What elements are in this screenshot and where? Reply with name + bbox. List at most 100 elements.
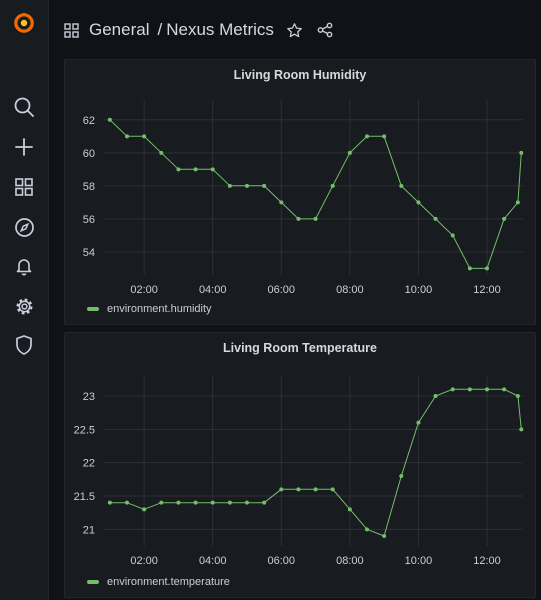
data-point [467,387,472,392]
y-tick-label: 21 [83,524,95,536]
data-point [296,487,301,492]
x-tick-label: 10:00 [405,555,433,567]
alerting-bell-icon[interactable] [12,254,36,278]
data-point [416,420,421,425]
legend-swatch [87,580,99,584]
legend-label[interactable]: environment.temperature [107,576,230,588]
dashboards-icon[interactable] [12,175,36,199]
x-tick-label: 12:00 [473,555,501,567]
x-tick-label: 08:00 [336,284,364,296]
panel-title[interactable]: Living Room Temperature [223,341,377,355]
data-point [125,500,129,505]
data-point [296,216,301,221]
data-point [519,150,524,155]
y-tick-label: 62 [83,115,95,127]
data-point [433,394,438,398]
temperature-chart: 21 21.5 22 22.5 23 02:00 04:00 06:00 08:00 10:00 1… [74,376,524,567]
y-tick-label: 21.5 [74,491,95,503]
share-icon[interactable] [317,22,333,38]
data-point [142,507,147,512]
data-point [330,487,335,492]
sidebar [0,0,49,600]
data-point [502,387,507,392]
data-point [382,534,387,538]
search-icon[interactable] [12,95,36,119]
data-point [193,167,198,172]
data-point [193,500,198,505]
data-point [279,200,284,205]
data-point [485,266,489,271]
data-point [399,183,404,188]
data-point [227,183,232,188]
breadcrumb-folder[interactable]: General [89,20,150,39]
y-tick-label: 60 [83,148,95,160]
data-point [485,387,489,392]
grafana-logo-icon[interactable] [12,11,36,35]
data-point [245,183,249,188]
data-point [502,216,507,221]
data-point [227,500,232,505]
y-tick-label: 54 [83,247,95,259]
y-tick-label: 58 [83,181,95,193]
data-point [313,216,318,221]
legend[interactable]: environment.humidity [87,303,212,315]
data-point [519,427,524,432]
data-point [382,134,387,139]
dashboard-header: General / Nexus Metrics [49,0,541,58]
data-point [330,183,335,188]
legend-label[interactable]: environment.humidity [107,303,212,315]
settings-gear-icon[interactable] [12,294,36,318]
series-line [109,119,522,269]
data-point [176,167,181,172]
y-tick-label: 23 [83,391,95,403]
data-point [515,394,520,398]
dashboard-title[interactable]: Nexus Metrics [166,20,274,39]
data-point [279,487,284,492]
x-tick-label: 02:00 [130,284,158,296]
data-point [125,134,129,139]
humidity-chart: 54 56 58 60 62 02:00 04:00 06:00 08:00 10:00 12:00 [83,100,524,296]
data-point [365,134,369,139]
data-point [176,500,181,505]
data-point [416,200,421,205]
y-tick-label: 22.5 [74,424,95,436]
x-tick-label: 08:00 [336,555,364,567]
data-point [433,216,438,221]
data-point [210,167,215,172]
x-tick-label: 02:00 [130,555,158,567]
x-tick-label: 12:00 [473,284,501,296]
series-line [109,388,522,537]
shield-icon[interactable] [12,333,36,357]
plus-icon[interactable] [12,135,36,159]
data-point [515,200,520,205]
temperature-panel[interactable]: Living Room Temperature 21 21.5 22 22.5 23 02… [64,332,536,598]
breadcrumb-separator: / [157,20,163,39]
data-point [313,487,318,492]
y-tick-label: 56 [83,214,95,226]
data-point [107,117,112,122]
legend[interactable]: environment.temperature [87,576,230,588]
data-point [142,134,147,139]
data-point [107,500,112,505]
data-point [467,266,472,271]
data-point [262,500,267,505]
data-point [399,474,404,478]
dashboards-icon[interactable] [64,22,79,38]
data-point [210,500,215,505]
data-point [365,527,369,532]
data-point [262,183,267,188]
data-point [450,233,455,238]
x-tick-label: 04:00 [199,555,227,567]
humidity-panel[interactable]: Living Room Humidity 54 56 58 60 62 02:00 04:0… [64,59,536,325]
x-tick-label: 10:00 [405,284,433,296]
data-point [159,150,164,155]
x-tick-label: 06:00 [268,284,296,296]
panel-title[interactable]: Living Room Humidity [233,68,367,82]
x-tick-label: 04:00 [199,284,227,296]
star-icon[interactable] [286,22,303,39]
breadcrumb: General / Nexus Metrics [64,20,333,40]
data-point [450,387,455,392]
explore-icon[interactable] [12,215,36,239]
data-point [347,150,352,155]
data-point [159,500,164,505]
